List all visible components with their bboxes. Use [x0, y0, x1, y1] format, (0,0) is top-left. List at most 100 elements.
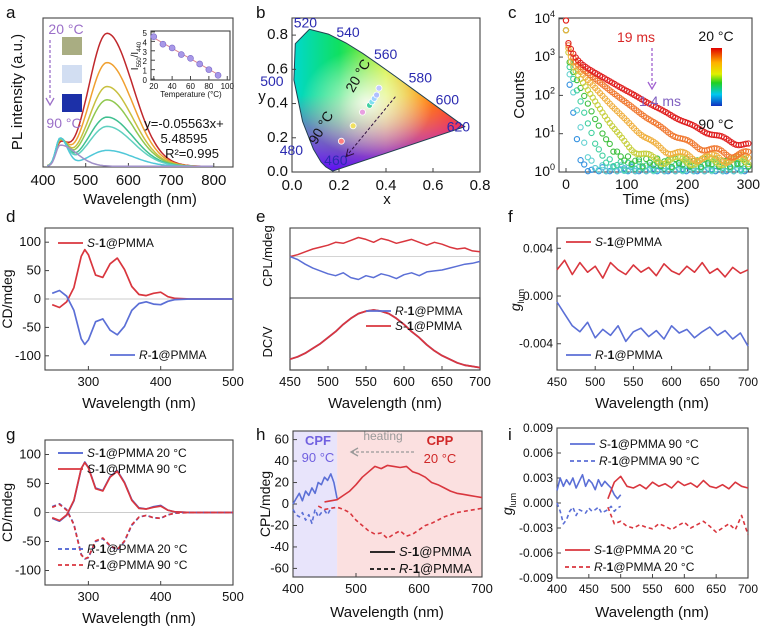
decay-point: [734, 160, 741, 168]
x-tick-label: 0.8: [470, 177, 491, 194]
arrow-line: [345, 96, 396, 157]
y-tick-label: -100: [15, 563, 41, 578]
glum-curve: [556, 301, 749, 347]
x-tick-label: 800: [201, 172, 226, 189]
y-tick-label: 102: [534, 85, 555, 102]
x-tick-label: 600: [393, 374, 415, 389]
chromaticity-point: [349, 122, 357, 130]
decay-point: [588, 166, 595, 173]
x-tick-label: 600: [116, 172, 141, 189]
legend-label: S-1@PMMA 90 °C: [599, 437, 699, 451]
decay-point: [577, 124, 584, 131]
decay-point: [737, 166, 745, 174]
y-tick-label: 0.000: [523, 496, 553, 510]
panel-e: 450 500 550 600 650 700 CPL/mdeg DC/V Wavelength…: [260, 225, 491, 412]
x-tick-label: 700: [738, 375, 758, 389]
chromaticity-point: [337, 137, 345, 145]
decay-point: [705, 160, 712, 167]
decay-point: [661, 168, 668, 175]
y-tick-label: 60: [275, 432, 289, 447]
decay-point: [588, 157, 595, 164]
decay-point: [595, 146, 602, 153]
x-tick-label: 400: [547, 582, 567, 596]
decay-point: [573, 107, 581, 114]
decay-point: [617, 162, 624, 169]
y-tick-label: 50: [27, 263, 41, 278]
heating-label: heating: [363, 429, 402, 443]
y-axis-label: glum: [507, 289, 526, 311]
cpp-label: CPP: [427, 433, 454, 448]
y-tick-label: -20: [270, 517, 289, 532]
x-tick-label: 650: [700, 375, 720, 389]
y-tick-label: 0.4: [267, 95, 288, 112]
spectrum-90: [47, 144, 213, 168]
cpl-curve: [292, 507, 332, 525]
decay-point: [742, 140, 750, 147]
x-tick-label: 550: [355, 374, 377, 389]
x-axis-label: x: [383, 191, 391, 208]
decay-point: [606, 140, 613, 148]
region-cpf: [293, 431, 338, 577]
x-tick-label: 550: [642, 582, 662, 596]
decay-point: [675, 162, 683, 169]
decay-point: [588, 129, 595, 137]
x-axis-label: Wavelength (nm): [82, 610, 196, 627]
y-tick-label: -0.009: [519, 571, 553, 585]
y-tick-label: -100: [15, 348, 41, 363]
y-tick-label: 0.8: [267, 26, 288, 43]
decay-point: [599, 152, 606, 159]
decay-point: [624, 153, 632, 160]
decay-point: [562, 27, 570, 34]
x-tick-label: 500: [222, 589, 244, 604]
y-tick-label: 0.000: [523, 289, 553, 303]
x-tick-label: 700: [159, 172, 184, 189]
decay-point: [719, 168, 726, 175]
y-tick-label: 50: [27, 476, 41, 491]
x-tick-label: 500: [611, 582, 631, 596]
x-tick-label: 700: [471, 581, 493, 596]
arrow-head-icon: [647, 81, 657, 91]
x-tick-label: 450: [279, 374, 301, 389]
decay-point: [632, 157, 639, 164]
y-axis-label: PL intensity (a.u.): [9, 34, 26, 150]
x-axis-label: Wavelength (nm): [328, 395, 442, 412]
x-tick-label: 0.6: [423, 177, 444, 194]
cpl-curve: [292, 473, 338, 505]
x-tick-label: 400: [30, 172, 55, 189]
x-axis-label: Wavelength (nm): [83, 191, 197, 208]
y-tick-label: -0.006: [519, 546, 553, 560]
cd-curve: [51, 289, 233, 346]
panel-label-f: f: [508, 207, 513, 226]
x-tick-label: 650: [431, 374, 453, 389]
y-tick-label: 101: [534, 124, 555, 141]
glum-curve: [556, 473, 622, 500]
wavelength-label-460: 460: [324, 152, 348, 168]
film-photo-swatch: [62, 37, 82, 55]
panel-d: 300 400 500100500-50-100CD/mdegWavelength …: [0, 227, 244, 412]
decay-point: [592, 115, 599, 123]
panel-label-i: i: [508, 425, 512, 444]
decay-point: [599, 130, 606, 137]
y-tick-label: 104: [534, 9, 555, 26]
decay-point: [588, 108, 595, 115]
decay-point: [646, 162, 654, 169]
cpl-curve: [289, 236, 481, 258]
panel-i: 400 450 500 550 600 650 700 0.009 0.006 0.003 0.00…: [499, 421, 758, 621]
decay-point: [570, 75, 577, 83]
plot-frame: [289, 227, 481, 371]
x-tick-label: 100: [221, 82, 235, 91]
y-tick-label: -0.003: [519, 521, 553, 535]
decay-point: [683, 166, 690, 173]
x-tick-label: 0.4: [376, 177, 397, 194]
y-tick-label: 0.006: [523, 446, 553, 460]
decay-point: [613, 148, 621, 155]
y-tick-label: 0.0: [267, 163, 288, 180]
x-tick-label: 300: [78, 589, 100, 604]
y-tick-label: 0.2: [267, 129, 288, 146]
y-axis-label: Counts: [511, 71, 528, 119]
cd-curve: [51, 461, 233, 522]
x-axis-label: Wavelength (nm): [595, 604, 709, 621]
y-tick-label: 0.6: [267, 60, 288, 77]
wavelength-label-540: 540: [336, 24, 360, 40]
